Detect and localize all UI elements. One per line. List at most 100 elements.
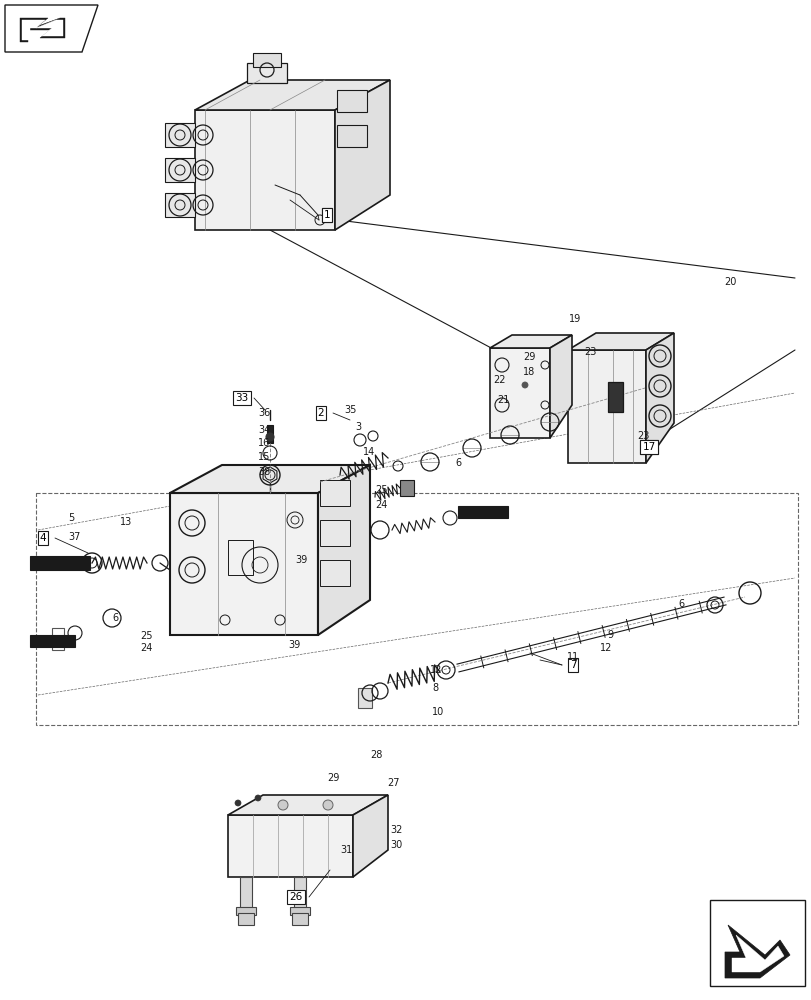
Polygon shape [263,467,277,483]
Bar [292,913,307,925]
Text: 27: 27 [387,778,399,788]
Bar [457,506,508,518]
Polygon shape [724,925,789,978]
Polygon shape [335,80,389,230]
Polygon shape [22,20,63,40]
Bar [240,877,251,909]
Polygon shape [169,493,318,635]
Bar [238,913,254,925]
Bar [294,877,306,909]
Bar [320,480,350,506]
Text: 17: 17 [642,442,654,452]
Text: 36: 36 [258,408,270,418]
Polygon shape [568,333,673,350]
Text: 4: 4 [40,533,46,543]
Bar [709,900,804,986]
Text: 19: 19 [569,314,581,324]
Text: 29: 29 [522,352,534,362]
Text: 24: 24 [375,500,387,510]
Text: 29: 29 [327,773,339,783]
Text: 14: 14 [363,447,375,457]
Circle shape [521,382,527,388]
Bar [337,90,367,112]
Bar [253,53,281,67]
Text: 6: 6 [677,599,684,609]
Polygon shape [20,18,65,42]
Polygon shape [165,193,195,217]
Polygon shape [165,123,195,147]
Polygon shape [731,935,783,972]
Polygon shape [489,335,571,348]
Polygon shape [353,795,388,877]
Polygon shape [195,80,389,110]
Bar [320,560,350,586]
Circle shape [234,800,241,806]
Text: 38: 38 [258,467,270,477]
Polygon shape [195,110,335,230]
Text: 3: 3 [354,422,361,432]
Text: 16: 16 [258,438,270,448]
Bar [267,425,272,443]
Text: 15: 15 [258,452,270,462]
Text: 32: 32 [389,825,402,835]
Text: 18: 18 [522,367,534,377]
Text: 21: 21 [496,395,508,405]
Text: 20: 20 [723,277,736,287]
Circle shape [255,795,260,801]
Text: 12: 12 [430,665,442,675]
Text: 12: 12 [599,643,611,653]
Bar [236,907,255,915]
Polygon shape [5,5,98,52]
Text: 28: 28 [370,750,382,760]
Bar [30,635,75,647]
Polygon shape [549,335,571,438]
Text: 6: 6 [454,458,461,468]
Bar [337,125,367,147]
Text: 13: 13 [120,517,132,527]
Circle shape [277,800,288,810]
Text: 26: 26 [289,892,303,902]
Polygon shape [646,333,673,463]
Text: 10: 10 [431,707,444,717]
Circle shape [323,800,333,810]
Text: 7: 7 [569,660,576,670]
Text: 1: 1 [324,210,330,220]
Bar [52,628,64,650]
Bar [358,688,371,708]
Text: 31: 31 [340,845,352,855]
Bar [36,493,797,725]
Bar [320,520,350,546]
Bar [290,907,310,915]
Text: 22: 22 [492,375,505,385]
Text: 6: 6 [112,613,118,623]
Polygon shape [228,815,353,877]
Text: 1: 1 [324,210,330,220]
Text: 25: 25 [139,631,152,641]
Text: 2: 2 [317,408,324,418]
Bar [30,556,90,570]
Bar [247,63,286,83]
Text: 23: 23 [583,347,595,357]
Text: 8: 8 [431,683,438,693]
Text: 37: 37 [68,532,80,542]
Text: 33: 33 [235,393,248,403]
Text: 30: 30 [389,840,401,850]
Polygon shape [318,465,370,635]
Polygon shape [489,348,549,438]
Text: 35: 35 [344,405,356,415]
Polygon shape [228,795,388,815]
Text: 39: 39 [294,555,307,565]
Text: 25: 25 [375,485,387,495]
Text: 34: 34 [258,425,270,435]
Text: 5: 5 [68,513,74,523]
Circle shape [266,433,273,441]
Polygon shape [165,158,195,182]
Text: 39: 39 [288,640,300,650]
Text: 24: 24 [139,643,152,653]
Text: 17: 17 [642,442,654,452]
Polygon shape [568,350,646,463]
Text: 11: 11 [566,652,578,662]
Bar [400,480,414,496]
Bar [228,540,253,575]
Text: 23: 23 [636,431,649,441]
